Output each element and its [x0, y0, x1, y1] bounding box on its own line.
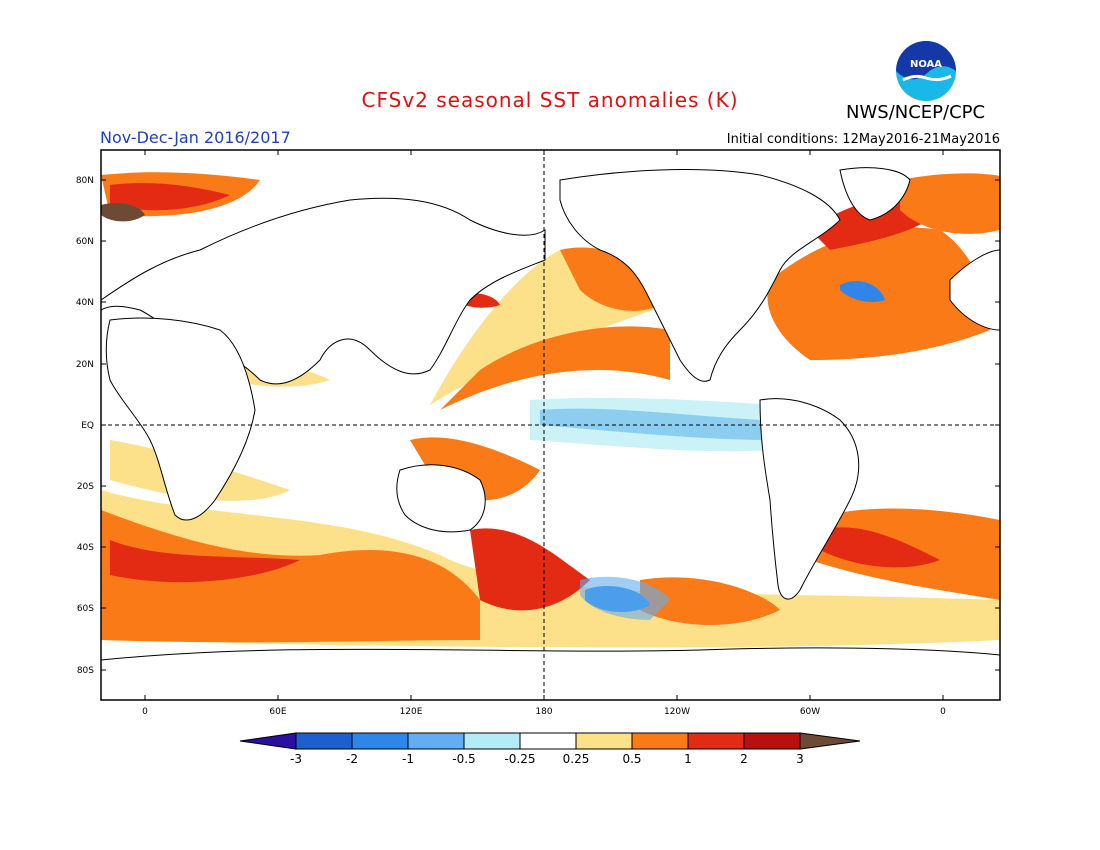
colorbar-label: -0.5: [452, 752, 475, 766]
lon-tick: 0: [940, 150, 946, 717]
colorbar-label: -2: [346, 752, 358, 766]
colorbar-bin: [687, 732, 745, 750]
n-pacific-orange: [440, 326, 670, 410]
lat-tick: 20N: [76, 360, 1000, 370]
gulf-stream-cold: [840, 280, 885, 302]
colorbar-label: -1: [402, 752, 414, 766]
colorbar-bin: [463, 732, 521, 750]
colorbar-label: 3: [796, 752, 804, 766]
lat-tick: EQ: [81, 421, 1000, 431]
agency-label: NWS/NCEP/CPC: [846, 102, 986, 123]
colorbar-label: 2: [740, 752, 748, 766]
colorbar-bin: [407, 732, 465, 750]
longitude-axis: 0 60E 120E 180 120W 60W 0: [142, 150, 946, 717]
colorbar-label: -3: [290, 752, 302, 766]
colorbar-label: 0.5: [622, 752, 641, 766]
land-south-america: [759, 398, 860, 600]
equatorial-cool-edge: [530, 397, 775, 452]
land-greenland: [839, 167, 911, 221]
lat-tick: 60N: [76, 237, 1000, 247]
land-australia: [396, 464, 486, 533]
lon-label-120w: 120W: [664, 707, 690, 717]
lat-tick: 80S: [77, 666, 1000, 676]
lon-tick: 60W: [800, 150, 820, 717]
arctic-extreme: [101, 203, 145, 222]
colorbar: -3 -2 -1 -0.5 -0.25 0.25 0.5 1 2 3: [239, 732, 861, 766]
noaa-logo: NOAA: [896, 41, 956, 101]
continents: [100, 167, 1001, 701]
lat-label-80n: 80N: [76, 176, 94, 186]
lat-label-40n: 40N: [76, 298, 94, 308]
lat-label-60s: 60S: [77, 604, 94, 614]
colorbar-label: 1: [684, 752, 692, 766]
lon-tick: 0: [142, 150, 148, 717]
colorbar-bin: [743, 732, 801, 750]
arctic-red: [110, 183, 230, 211]
colorbar-bin: [351, 732, 409, 750]
lat-tick: 60S: [77, 604, 1000, 614]
lat-label-20s: 20S: [77, 482, 94, 492]
colorbar-bin: [519, 732, 577, 750]
lon-label-0: 0: [142, 707, 148, 717]
lat-tick: 20S: [77, 482, 1000, 492]
lon-tick: 120W: [664, 150, 690, 717]
map-title: CFSv2 seasonal SST anomalies (K): [361, 88, 739, 112]
colorbar-high-arrow: [799, 732, 861, 750]
lon-tick: 60E: [269, 150, 287, 717]
lat-label-20n: 20N: [76, 360, 94, 370]
lon-label-180: 180: [535, 707, 552, 717]
lat-label-60n: 60N: [76, 237, 94, 247]
lat-tick: 40S: [77, 543, 1000, 553]
colorbar-bin: [575, 732, 633, 750]
lon-label-60w: 60W: [800, 707, 820, 717]
lon-label-60e: 60E: [269, 707, 286, 717]
ne-pacific-orange: [560, 247, 670, 311]
colorbar-bin: [295, 732, 353, 750]
anomaly-fields: [101, 172, 1000, 648]
colorbar-low-arrow: [239, 732, 297, 750]
land-north-america: [559, 169, 841, 382]
latitude-axis: 80N 60N 40N 20N EQ 20S 40S 60S 80S: [76, 176, 1000, 676]
arctic-warm-east: [900, 173, 1000, 234]
lon-label-0-east: 0: [940, 707, 946, 717]
initial-conditions: Initial conditions: 12May2016-21May2016: [726, 132, 1000, 147]
noaa-logo-text: NOAA: [910, 59, 942, 70]
lat-label-eq: EQ: [81, 421, 94, 431]
colorbar-label: -0.25: [504, 752, 535, 766]
lat-tick: 80N: [76, 176, 1000, 186]
southern-ocean-orange: [101, 510, 480, 643]
lat-tick: 40N: [76, 298, 1000, 308]
s-atlantic-red: [820, 527, 940, 568]
tasman-red: [470, 528, 590, 611]
land-antarctica: [100, 647, 1001, 701]
lon-label-120e: 120E: [400, 707, 423, 717]
lon-tick: 180: [535, 150, 553, 717]
lon-tick: 120E: [400, 150, 423, 717]
lat-label-40s: 40S: [77, 543, 94, 553]
colorbar-bin: [631, 732, 689, 750]
land-africa: [105, 317, 256, 521]
s-pacific-orange: [640, 577, 780, 625]
lat-label-80s: 80S: [77, 666, 94, 676]
colorbar-label: 0.25: [563, 752, 590, 766]
indian-ocean-red: [110, 540, 300, 583]
forecast-period: Nov-Dec-Jan 2016/2017: [100, 128, 291, 147]
s-pacific-cold-patch-2: [580, 576, 670, 620]
